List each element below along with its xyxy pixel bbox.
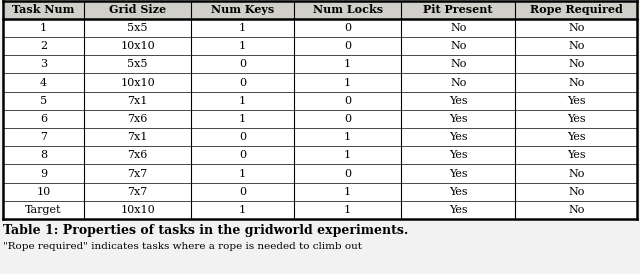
Text: 0: 0 xyxy=(239,187,246,197)
Text: 5x5: 5x5 xyxy=(127,59,148,69)
Text: 7x1: 7x1 xyxy=(127,132,148,142)
Text: 6: 6 xyxy=(40,114,47,124)
Text: 7x6: 7x6 xyxy=(127,150,148,160)
Text: No: No xyxy=(568,187,584,197)
Text: Yes: Yes xyxy=(449,205,468,215)
Text: Yes: Yes xyxy=(567,150,586,160)
Text: No: No xyxy=(450,41,467,51)
Text: Yes: Yes xyxy=(449,150,468,160)
Text: 5: 5 xyxy=(40,96,47,106)
Text: Grid Size: Grid Size xyxy=(109,4,166,15)
Text: No: No xyxy=(568,78,584,88)
Text: "Rope required" indicates tasks where a rope is needed to climb out: "Rope required" indicates tasks where a … xyxy=(3,242,362,251)
Text: No: No xyxy=(568,205,584,215)
Text: 1: 1 xyxy=(239,205,246,215)
Text: 1: 1 xyxy=(239,96,246,106)
Text: Rope Required: Rope Required xyxy=(530,4,623,15)
Text: 1: 1 xyxy=(40,23,47,33)
Text: 0: 0 xyxy=(344,96,351,106)
Text: 10x10: 10x10 xyxy=(120,78,155,88)
Text: 0: 0 xyxy=(344,169,351,179)
Text: Yes: Yes xyxy=(449,114,468,124)
Text: 10x10: 10x10 xyxy=(120,205,155,215)
Text: 1: 1 xyxy=(239,41,246,51)
Text: 7x1: 7x1 xyxy=(127,96,148,106)
Text: 0: 0 xyxy=(239,150,246,160)
Text: 2: 2 xyxy=(40,41,47,51)
Text: Num Keys: Num Keys xyxy=(211,4,274,15)
Text: 8: 8 xyxy=(40,150,47,160)
Text: Yes: Yes xyxy=(449,187,468,197)
Text: 1: 1 xyxy=(344,132,351,142)
Text: 0: 0 xyxy=(239,78,246,88)
Text: 0: 0 xyxy=(344,23,351,33)
Text: Yes: Yes xyxy=(567,96,586,106)
Text: No: No xyxy=(450,23,467,33)
Text: 3: 3 xyxy=(40,59,47,69)
Text: No: No xyxy=(568,23,584,33)
Text: Task Num: Task Num xyxy=(12,4,75,15)
Text: Target: Target xyxy=(26,205,62,215)
Bar xyxy=(3,19,637,219)
Text: No: No xyxy=(568,169,584,179)
Text: 5x5: 5x5 xyxy=(127,23,148,33)
Text: 1: 1 xyxy=(344,150,351,160)
Text: No: No xyxy=(568,59,584,69)
Text: 10x10: 10x10 xyxy=(120,41,155,51)
Text: 10: 10 xyxy=(36,187,51,197)
Text: 7x7: 7x7 xyxy=(127,169,148,179)
Text: 0: 0 xyxy=(344,41,351,51)
Text: 0: 0 xyxy=(239,132,246,142)
Text: 1: 1 xyxy=(239,114,246,124)
Text: 1: 1 xyxy=(239,169,246,179)
Bar xyxy=(3,1,637,19)
Text: 1: 1 xyxy=(344,59,351,69)
Text: Yes: Yes xyxy=(449,96,468,106)
Text: Yes: Yes xyxy=(567,132,586,142)
Text: 1: 1 xyxy=(344,78,351,88)
Text: 7x7: 7x7 xyxy=(127,187,148,197)
Text: 1: 1 xyxy=(344,205,351,215)
Text: 4: 4 xyxy=(40,78,47,88)
Text: Yes: Yes xyxy=(449,169,468,179)
Text: 0: 0 xyxy=(344,114,351,124)
Text: No: No xyxy=(450,78,467,88)
Text: 7x6: 7x6 xyxy=(127,114,148,124)
Text: Pit Present: Pit Present xyxy=(424,4,493,15)
Text: 7: 7 xyxy=(40,132,47,142)
Text: 1: 1 xyxy=(239,23,246,33)
Text: Num Locks: Num Locks xyxy=(312,4,383,15)
Text: No: No xyxy=(450,59,467,69)
Text: 1: 1 xyxy=(344,187,351,197)
Text: Table 1: Properties of tasks in the gridworld experiments.: Table 1: Properties of tasks in the grid… xyxy=(3,224,408,237)
Text: No: No xyxy=(568,41,584,51)
Text: Yes: Yes xyxy=(567,114,586,124)
Text: 0: 0 xyxy=(239,59,246,69)
Text: 9: 9 xyxy=(40,169,47,179)
Text: Yes: Yes xyxy=(449,132,468,142)
